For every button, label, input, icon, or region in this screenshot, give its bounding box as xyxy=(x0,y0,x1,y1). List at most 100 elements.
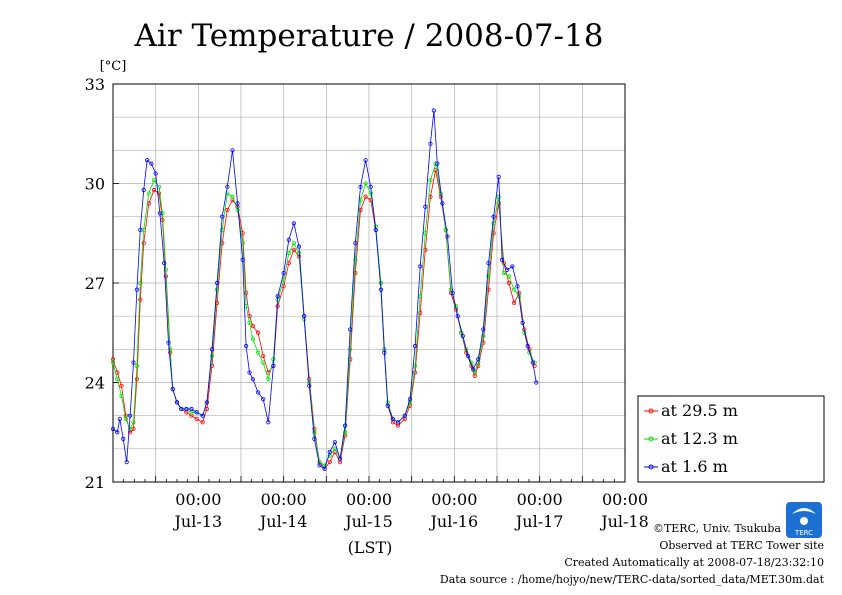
data-point xyxy=(179,406,184,412)
y-tick-label: 24 xyxy=(85,374,105,393)
data-point xyxy=(194,416,199,422)
data-point xyxy=(115,430,120,435)
data-point xyxy=(151,178,157,183)
x-tick-time-label: 00:00 xyxy=(431,490,477,509)
legend-label: at 29.5 m xyxy=(661,401,738,420)
data-point xyxy=(209,353,215,359)
data-point xyxy=(465,353,471,359)
data-point xyxy=(407,396,413,402)
data-point xyxy=(491,221,496,226)
data-point xyxy=(332,440,337,445)
data-point xyxy=(204,400,209,405)
data-series xyxy=(110,108,539,471)
data-point xyxy=(291,241,297,246)
legend-label: at 1.6 m xyxy=(661,457,728,476)
data-point xyxy=(511,300,517,305)
data-point xyxy=(327,450,332,455)
legend: at 29.5 m at 12.3 m at 1.6 m xyxy=(637,395,825,483)
data-point xyxy=(240,257,245,262)
x-tick-date-label: Jul-14 xyxy=(258,512,308,531)
x-tick-time-label: 00:00 xyxy=(261,490,307,509)
data-point xyxy=(378,280,384,286)
data-point xyxy=(510,264,515,269)
data-point xyxy=(496,194,501,199)
data-point xyxy=(275,294,280,299)
credit-copyright: ©TERC, Univ. Tsukuba xyxy=(653,522,781,535)
series-0 xyxy=(110,168,537,471)
data-point xyxy=(520,320,525,325)
data-point xyxy=(189,406,194,412)
data-point xyxy=(348,327,353,332)
axes: 21 24 27 30 33 00:00 Jul-13 00:00 Jul-14 00:00 Jul… xyxy=(85,75,649,531)
data-point xyxy=(149,161,154,166)
data-point xyxy=(481,327,486,332)
data-point xyxy=(525,343,530,349)
data-point xyxy=(121,436,126,441)
data-point xyxy=(215,280,220,286)
data-point xyxy=(123,416,128,422)
data-point xyxy=(506,274,512,279)
data-point xyxy=(119,393,124,398)
data-point xyxy=(368,184,373,189)
y-tick-label: 33 xyxy=(85,75,105,94)
x-tick-time-label: 00:00 xyxy=(602,490,648,509)
data-point xyxy=(476,357,481,362)
data-point xyxy=(455,314,460,319)
data-point xyxy=(225,207,230,213)
data-point xyxy=(157,211,163,216)
series-line xyxy=(112,110,537,470)
data-point xyxy=(138,297,143,302)
data-point xyxy=(131,360,136,365)
x-tick-date-label: Jul-17 xyxy=(514,512,564,531)
data-point xyxy=(255,330,261,335)
data-point xyxy=(348,347,353,352)
data-point xyxy=(385,403,390,408)
data-point xyxy=(418,310,423,315)
x-tick-date-label: Jul-16 xyxy=(429,512,479,531)
data-point xyxy=(124,459,129,465)
data-point xyxy=(134,377,139,382)
data-point xyxy=(500,257,505,262)
data-point xyxy=(378,287,384,292)
data-point xyxy=(471,367,476,372)
grid-lines xyxy=(113,84,625,482)
data-point xyxy=(235,207,240,213)
data-point xyxy=(255,390,261,395)
data-point xyxy=(230,194,235,199)
legend-swatch-marker xyxy=(648,408,654,414)
data-point xyxy=(162,260,167,266)
logo-wave-icon xyxy=(792,508,816,514)
data-point xyxy=(146,191,151,196)
data-point xyxy=(151,188,157,193)
data-point xyxy=(250,324,256,329)
data-point xyxy=(418,264,423,269)
data-point xyxy=(174,400,180,405)
data-point xyxy=(472,370,477,375)
data-point xyxy=(255,350,261,355)
data-point xyxy=(127,413,133,418)
data-point xyxy=(358,197,363,203)
data-point xyxy=(486,260,491,266)
x-axis-label: (LST) xyxy=(348,538,393,557)
data-point xyxy=(225,184,230,189)
data-point xyxy=(168,347,173,352)
data-point xyxy=(138,280,143,286)
data-point xyxy=(363,181,368,186)
data-point xyxy=(134,287,139,292)
data-point xyxy=(435,161,440,166)
data-point xyxy=(250,337,256,342)
credit-created: Created Automatically at 2008-07-18/23:3… xyxy=(564,556,824,569)
data-point xyxy=(327,459,332,465)
data-point xyxy=(450,290,455,296)
data-point xyxy=(402,413,407,418)
series-line xyxy=(112,163,535,466)
legend-swatch-marker xyxy=(648,464,654,470)
data-point xyxy=(368,191,373,196)
data-point xyxy=(343,430,348,435)
data-point xyxy=(141,188,146,193)
data-point xyxy=(486,274,491,279)
data-point xyxy=(460,333,465,339)
data-point xyxy=(153,171,158,176)
legend-box xyxy=(637,395,825,483)
data-point xyxy=(250,377,256,382)
